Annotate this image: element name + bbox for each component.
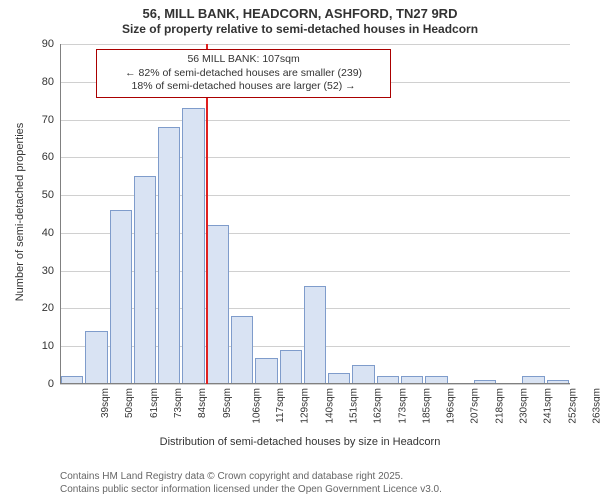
histogram-bar <box>158 127 180 384</box>
xtick-label: 207sqm <box>470 388 481 424</box>
xtick-label: 263sqm <box>591 388 600 424</box>
histogram-bar <box>110 210 132 384</box>
gridline <box>60 120 570 121</box>
xtick-label: 84sqm <box>197 388 208 418</box>
y-axis-label: Number of semi-detached properties <box>14 112 26 312</box>
ytick-label: 30 <box>24 265 54 277</box>
xtick-label: 106sqm <box>251 388 262 424</box>
y-axis-line <box>60 44 61 384</box>
xtick-label: 173sqm <box>397 388 408 424</box>
gridline <box>60 44 570 45</box>
histogram-bar <box>280 350 302 384</box>
histogram-bar <box>85 331 107 384</box>
annotation-line: ← 82% of semi-detached houses are smalle… <box>103 67 385 81</box>
ytick-label: 60 <box>24 151 54 163</box>
xtick-label: 185sqm <box>421 388 432 424</box>
ytick-label: 0 <box>24 378 54 390</box>
chart-container: { "chart": { "type": "histogram", "title… <box>0 0 600 500</box>
ytick-label: 40 <box>24 227 54 239</box>
xtick-label: 95sqm <box>222 388 233 418</box>
histogram-bar <box>182 108 204 384</box>
attribution-line-0: Contains HM Land Registry data © Crown c… <box>60 471 442 484</box>
xtick-label: 61sqm <box>149 388 160 418</box>
x-axis-line <box>60 383 570 384</box>
annotation-line: 18% of semi-detached houses are larger (… <box>103 80 385 94</box>
xtick-label: 117sqm <box>275 388 286 423</box>
histogram-bar <box>134 176 156 384</box>
histogram-bar <box>352 365 374 384</box>
chart-title: 56, MILL BANK, HEADCORN, ASHFORD, TN27 9… <box>0 0 600 22</box>
xtick-label: 50sqm <box>124 388 135 418</box>
annotation-line: 56 MILL BANK: 107sqm <box>103 53 385 67</box>
ytick-label: 20 <box>24 302 54 314</box>
ytick-label: 80 <box>24 76 54 88</box>
xtick-label: 230sqm <box>519 388 530 424</box>
gridline <box>60 157 570 158</box>
ytick-label: 90 <box>24 38 54 50</box>
xtick-label: 218sqm <box>494 388 505 424</box>
annotation-box: 56 MILL BANK: 107sqm← 82% of semi-detach… <box>96 49 392 98</box>
histogram-bar <box>255 358 277 384</box>
ytick-label: 50 <box>24 189 54 201</box>
attribution-text: Contains HM Land Registry data © Crown c… <box>60 471 442 496</box>
xtick-label: 39sqm <box>100 388 111 418</box>
xtick-label: 252sqm <box>567 388 578 424</box>
xtick-label: 129sqm <box>300 388 311 424</box>
chart-subtitle: Size of property relative to semi-detach… <box>0 22 600 37</box>
histogram-bar <box>304 286 326 384</box>
xtick-label: 162sqm <box>373 388 384 424</box>
histogram-bar <box>231 316 253 384</box>
ytick-label: 10 <box>24 340 54 352</box>
attribution-line-1: Contains public sector information licen… <box>60 484 442 497</box>
ytick-label: 70 <box>24 114 54 126</box>
xtick-label: 196sqm <box>446 388 457 424</box>
x-axis-label: Distribution of semi-detached houses by … <box>0 436 600 448</box>
xtick-label: 151sqm <box>349 388 360 424</box>
histogram-bar <box>207 225 229 384</box>
xtick-label: 73sqm <box>173 388 184 418</box>
xtick-label: 241sqm <box>543 388 554 424</box>
plot-area: 56 MILL BANK: 107sqm← 82% of semi-detach… <box>60 44 570 384</box>
xtick-label: 140sqm <box>324 388 335 424</box>
gridline <box>60 384 570 385</box>
